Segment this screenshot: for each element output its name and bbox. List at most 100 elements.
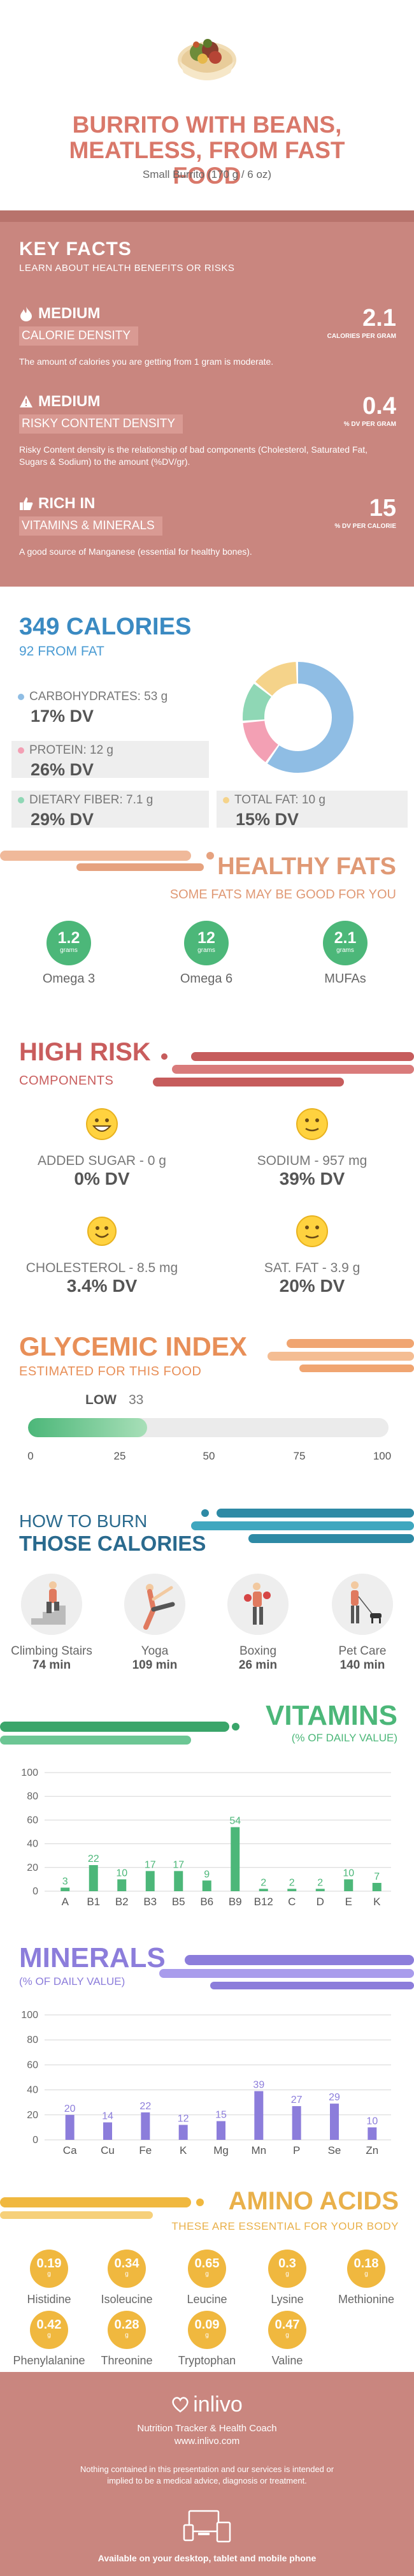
activity-minutes: 74 min <box>32 1658 71 1672</box>
bar-value-label: 29 <box>329 2092 340 2103</box>
risk-cholesterol: CHOLESTEROL - 8.5 mg 3.4% DV <box>6 1214 197 1296</box>
fact-value: 15 <box>369 495 396 522</box>
bar <box>117 1879 127 1891</box>
macro-pct: 29% DV <box>31 810 94 829</box>
amino-unit: g <box>125 2332 129 2339</box>
amino-tryptophan: 0.09 g Tryptophan <box>166 2311 248 2367</box>
stairs-icon <box>21 1574 82 1635</box>
category-label: D <box>317 1896 324 1908</box>
bar-value-label: 14 <box>102 2111 113 2122</box>
vitamins-title: VITAMINS <box>266 1700 397 1731</box>
y-tick-label: 0 <box>32 1886 38 1897</box>
fat-value: 1.2 <box>57 929 80 947</box>
bar <box>315 1889 325 1891</box>
category-label: B6 <box>200 1896 213 1908</box>
amino-value: 0.18 <box>353 2257 379 2271</box>
brand-url[interactable]: www.inlivo.com <box>174 2436 240 2447</box>
high-risk-title: HIGH RISK <box>19 1038 151 1066</box>
amino-valine: 0.47 g Valine <box>246 2311 329 2367</box>
bar <box>178 2125 188 2140</box>
amino-circle: 0.47 g <box>268 2311 306 2349</box>
amino-lysine: 0.3 g Lysine <box>246 2250 329 2306</box>
brand-logo[interactable]: inlivo <box>0 2392 414 2417</box>
amino-unit: g <box>205 2271 209 2278</box>
amino-value: 0.09 <box>194 2318 220 2332</box>
category-label: K <box>180 2144 187 2156</box>
fact-category: RISKY CONTENT DENSITY <box>19 414 183 434</box>
glycemic-bar-fill <box>28 1418 147 1437</box>
amino-circle: 0.09 g <box>188 2311 226 2349</box>
amino-name: Methionine <box>338 2293 395 2306</box>
fact-level: RICH IN <box>38 495 96 512</box>
bar <box>372 1882 382 1891</box>
decorative-bars <box>159 1955 414 1989</box>
macro-label: CARBOHYDRATES: 53 g <box>29 690 168 703</box>
category-label: B2 <box>115 1896 129 1908</box>
category-label: Ca <box>63 2144 77 2156</box>
amino-name: Phenylalanine <box>13 2354 85 2367</box>
vitamins-subtitle: (% OF DAILY VALUE) <box>291 1732 397 1744</box>
macro-label: TOTAL FAT: 10 g <box>234 793 325 807</box>
category-label: C <box>288 1896 296 1908</box>
amino-name: Threonine <box>101 2354 153 2367</box>
activity-name: Pet Care <box>338 1644 387 1658</box>
fact-description: A good source of Manganese (essential fo… <box>19 546 252 557</box>
activity-name: Boxing <box>239 1644 277 1658</box>
food-title: BURRITO WITH BEANS, MEATLESS, FROM FAST … <box>0 112 414 189</box>
activity-name: Yoga <box>141 1644 169 1658</box>
category-label: P <box>293 2144 300 2156</box>
burrito-image <box>178 39 236 80</box>
key-facts-section: KEY FACTS LEARN ABOUT HEALTH BENEFITS OR… <box>0 210 414 587</box>
glycemic-tick: 100 <box>373 1450 392 1462</box>
bar <box>259 1889 268 1891</box>
amino-circle: 0.18 g <box>347 2250 385 2288</box>
boxing-icon <box>227 1574 289 1635</box>
bar <box>61 1887 70 1891</box>
bar-value-label: 22 <box>139 2101 151 2112</box>
decorative-bars <box>191 1509 414 1543</box>
bar-value-label: 2 <box>289 1877 295 1888</box>
fat-omega-3: 1.2 grams Omega 3 <box>31 921 107 986</box>
bar-value-label: 2 <box>261 1877 266 1888</box>
calories-title: 349 CALORIES <box>19 613 192 640</box>
macro-protein: PROTEIN: 12 g 26% DV <box>11 741 209 779</box>
risk-added-sugar: ADDED SUGAR - 0 g 0% DV <box>6 1107 197 1189</box>
legend-dot <box>18 747 24 754</box>
brand-tagline: Nutrition Tracker & Health Coach <box>137 2423 277 2434</box>
glycemic-tick: 0 <box>27 1450 34 1462</box>
fact-risky-content: MEDIUM RISKY CONTENT DENSITY 0.4 % DV PE… <box>0 393 414 488</box>
category-label: B5 <box>172 1896 185 1908</box>
risk-sodium: SODIUM - 957 mg 39% DV <box>217 1107 408 1189</box>
fact-description: Risky Content density is the relationshi… <box>19 444 368 467</box>
y-tick-label: 80 <box>27 2035 38 2045</box>
activity-name: Climbing Stairs <box>11 1644 92 1658</box>
glycemic-tick: 25 <box>113 1450 126 1462</box>
warning-icon <box>20 395 32 407</box>
category-label: Fe <box>139 2144 152 2156</box>
category-label: A <box>62 1896 69 1908</box>
decorative-bars <box>153 1052 414 1087</box>
legend-dot <box>18 797 24 803</box>
amino-histidine: 0.19 g Histidine <box>8 2250 90 2306</box>
bar-value-label: 20 <box>64 2104 76 2114</box>
macro-fiber: DIETARY FIBER: 7.1 g 29% DV <box>11 791 209 829</box>
amino-unit: g <box>205 2332 209 2339</box>
amino-threonine: 0.28 g Threonine <box>85 2311 168 2367</box>
fat-value: 12 <box>197 929 215 947</box>
risk-pct: 3.4% DV <box>66 1276 138 1296</box>
decorative-bars <box>0 1722 239 1745</box>
bar-value-label: 22 <box>88 1854 99 1864</box>
bar-value-label: 7 <box>374 1871 380 1882</box>
key-facts-subtitle: LEARN ABOUT HEALTH BENEFITS OR RISKS <box>19 263 235 274</box>
glycemic-tick: 75 <box>293 1450 306 1462</box>
calorie-donut-chart <box>243 662 353 773</box>
risk-pct: 39% DV <box>279 1169 345 1189</box>
y-tick-label: 80 <box>27 1791 38 1802</box>
fat-circle: 2.1 grams <box>323 921 368 965</box>
fact-unit: % DV PER CALORIE <box>334 523 396 530</box>
bar <box>368 2127 377 2140</box>
bar-value-label: 27 <box>291 2095 303 2105</box>
legend-dot <box>223 797 229 803</box>
fat-name: Omega 6 <box>180 972 233 986</box>
amino-phenylalanine: 0.42 g Phenylalanine <box>8 2311 90 2367</box>
